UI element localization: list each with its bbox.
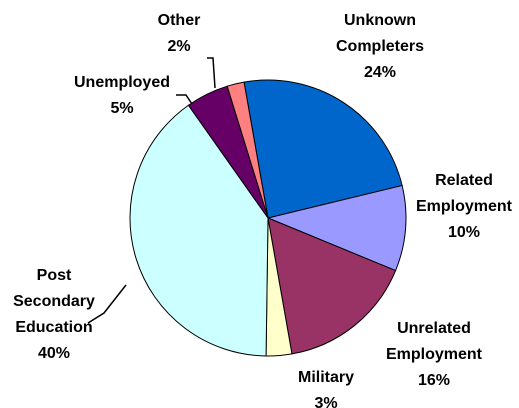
leader-other [207,57,216,89]
label-line: 5% [110,100,133,117]
pie-slices [129,79,407,357]
label-line: Employment [386,346,483,363]
label-unemployed: Unemployed 5% [74,74,170,117]
slice-other [226,81,269,219]
label-post-secondary-education: Post Secondary Education 40% [13,267,95,362]
label-line: Unknown [344,12,416,29]
label-line: Employment [416,198,513,215]
label-line: 2% [167,38,190,55]
leader-post-secondary-education [87,284,127,324]
slice-post-secondary-education [129,104,269,357]
slice-unrelated-employment [267,217,397,355]
label-line: 3% [314,395,337,408]
label-military: Military 3% [298,369,354,408]
label-line: 10% [448,224,480,241]
label-line: Related [435,172,493,189]
label-line: 40% [38,345,70,362]
label-line: Other [158,12,201,29]
leader-unemployed [176,94,193,105]
slice-labels: Unknown Completers 24% Related Employment 10%… [13,12,513,408]
label-line: 16% [418,372,450,389]
label-line: Secondary [13,293,95,310]
label-line: 24% [364,64,396,81]
label-unknown-completers: Unknown Completers 24% [336,12,424,81]
slice-related-employment [266,184,407,272]
label-line: Unemployed [74,74,170,91]
label-unrelated-employment: Unrelated Employment 16% [386,320,483,389]
label-line: Unrelated [397,320,471,337]
label-other: Other 2% [158,12,201,55]
label-line: Military [298,369,354,386]
slice-unknown-completers [243,79,403,219]
label-related-employment: Related Employment 10% [416,172,513,241]
label-line: Completers [336,38,424,55]
label-line: Education [15,319,92,336]
leader-lines [87,57,216,324]
label-line: Post [37,267,72,284]
